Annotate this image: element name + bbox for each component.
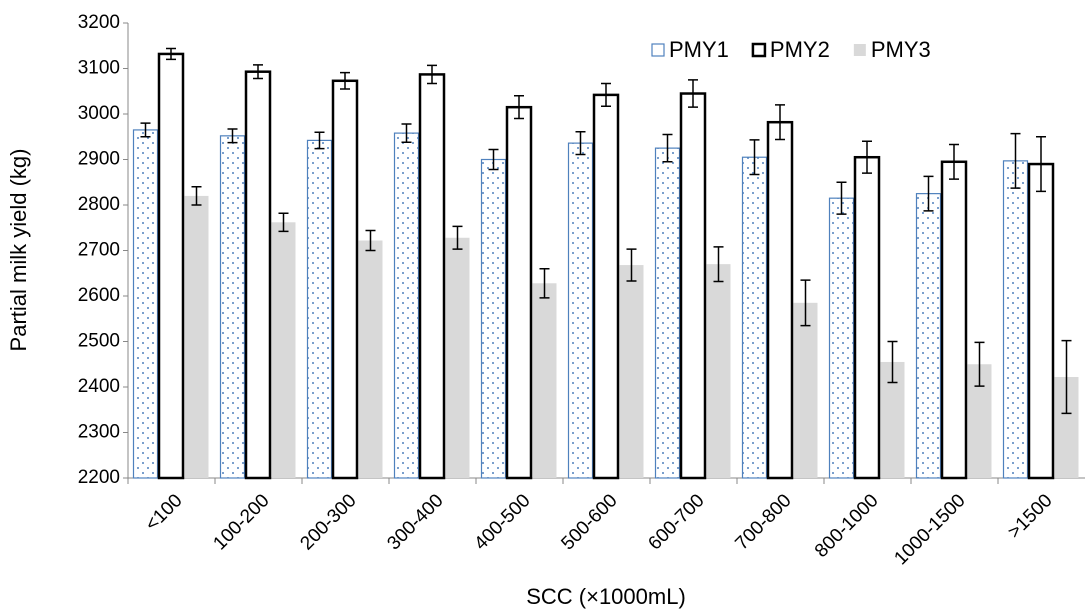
x-tick-label: <100 bbox=[141, 490, 186, 535]
bar bbox=[393, 132, 420, 479]
error-bar bbox=[1036, 136, 1046, 193]
bar bbox=[915, 193, 942, 479]
error-bar bbox=[314, 131, 325, 150]
bar bbox=[766, 120, 794, 480]
error-bar bbox=[253, 64, 263, 80]
bar bbox=[505, 105, 533, 480]
error-bar bbox=[949, 143, 959, 180]
x-tick-label: 400-500 bbox=[470, 490, 534, 554]
error-bar bbox=[1010, 132, 1021, 189]
y-tick-label: 2200 bbox=[78, 467, 120, 488]
error-bar bbox=[140, 122, 151, 138]
bar bbox=[654, 147, 681, 479]
error-bar bbox=[401, 123, 412, 143]
y-tick-label: 2700 bbox=[78, 240, 120, 261]
bar bbox=[567, 142, 594, 479]
y-tick-label: 2400 bbox=[78, 376, 120, 397]
bar bbox=[853, 155, 881, 480]
legend-label: PMY3 bbox=[871, 37, 931, 62]
bar bbox=[244, 70, 272, 480]
error-bar bbox=[575, 130, 586, 156]
error-bar bbox=[514, 95, 524, 120]
y-axis-label: Partial milk yield (kg) bbox=[6, 149, 31, 352]
error-bar bbox=[191, 186, 202, 206]
error-bar bbox=[166, 47, 176, 61]
y-tick-label: 2900 bbox=[78, 149, 120, 170]
x-tick-label: 200-300 bbox=[296, 490, 360, 554]
error-bar bbox=[427, 64, 437, 85]
y-tick-label: 3100 bbox=[78, 58, 120, 79]
error-bar bbox=[974, 341, 985, 387]
error-bar bbox=[601, 82, 611, 108]
bar bbox=[480, 158, 507, 479]
error-bar bbox=[278, 212, 289, 233]
x-axis-label: SCC (×1000mL) bbox=[526, 584, 686, 609]
x-tick-label: 1000-1500 bbox=[890, 490, 969, 569]
x-tick-label: 300-400 bbox=[383, 490, 447, 554]
error-bar bbox=[800, 279, 811, 327]
bar bbox=[679, 92, 707, 480]
error-bar bbox=[227, 128, 238, 144]
y-tick-label: 2300 bbox=[78, 422, 120, 443]
error-bar bbox=[662, 133, 673, 163]
x-tick-label: >1500 bbox=[1004, 490, 1057, 543]
bar bbox=[1002, 160, 1029, 479]
y-tick-label: 2600 bbox=[78, 285, 120, 306]
bar bbox=[828, 197, 855, 479]
bar bbox=[532, 283, 557, 478]
bar bbox=[940, 160, 968, 480]
error-bar bbox=[775, 104, 785, 141]
bar bbox=[592, 93, 620, 480]
error-bar bbox=[836, 181, 847, 215]
legend-label: PMY1 bbox=[669, 37, 729, 62]
bar bbox=[219, 135, 246, 479]
x-tick-label: 600-700 bbox=[644, 490, 708, 554]
x-tick-label: 100-200 bbox=[209, 490, 273, 554]
x-tick-label: 800-1000 bbox=[811, 490, 883, 562]
error-bar bbox=[862, 140, 872, 174]
y-tick-label: 2800 bbox=[78, 194, 120, 215]
y-tick-label: 3000 bbox=[78, 103, 120, 124]
error-bar bbox=[539, 267, 550, 299]
bar bbox=[445, 237, 470, 478]
bar bbox=[418, 73, 446, 480]
error-bar bbox=[887, 340, 898, 384]
y-tick-label: 3200 bbox=[78, 12, 120, 33]
y-tick-label: 2500 bbox=[78, 331, 120, 352]
error-bar bbox=[626, 248, 637, 282]
error-bar bbox=[365, 229, 376, 252]
bar bbox=[157, 52, 185, 480]
error-bar bbox=[452, 225, 463, 250]
bar bbox=[706, 264, 731, 478]
legend-marker bbox=[751, 42, 767, 58]
error-bar bbox=[713, 246, 724, 283]
x-tick-label: 700-800 bbox=[731, 490, 795, 554]
bar bbox=[306, 139, 333, 479]
bar bbox=[271, 222, 296, 478]
x-tick-label: 500-600 bbox=[557, 490, 621, 554]
legend-marker bbox=[651, 43, 665, 57]
bar bbox=[741, 156, 768, 479]
bar bbox=[1027, 162, 1055, 480]
legend-marker bbox=[853, 44, 866, 56]
error-bar bbox=[1061, 339, 1072, 415]
bar bbox=[358, 240, 383, 478]
bar bbox=[331, 79, 359, 480]
bar bbox=[793, 302, 818, 478]
error-bar bbox=[688, 79, 698, 108]
bar bbox=[619, 265, 644, 478]
legend-label: PMY2 bbox=[770, 37, 830, 62]
error-bar bbox=[488, 148, 499, 171]
error-bar bbox=[749, 139, 760, 176]
bar bbox=[132, 129, 159, 479]
bar bbox=[184, 195, 209, 478]
error-bar bbox=[923, 175, 934, 212]
error-bar bbox=[340, 71, 350, 90]
